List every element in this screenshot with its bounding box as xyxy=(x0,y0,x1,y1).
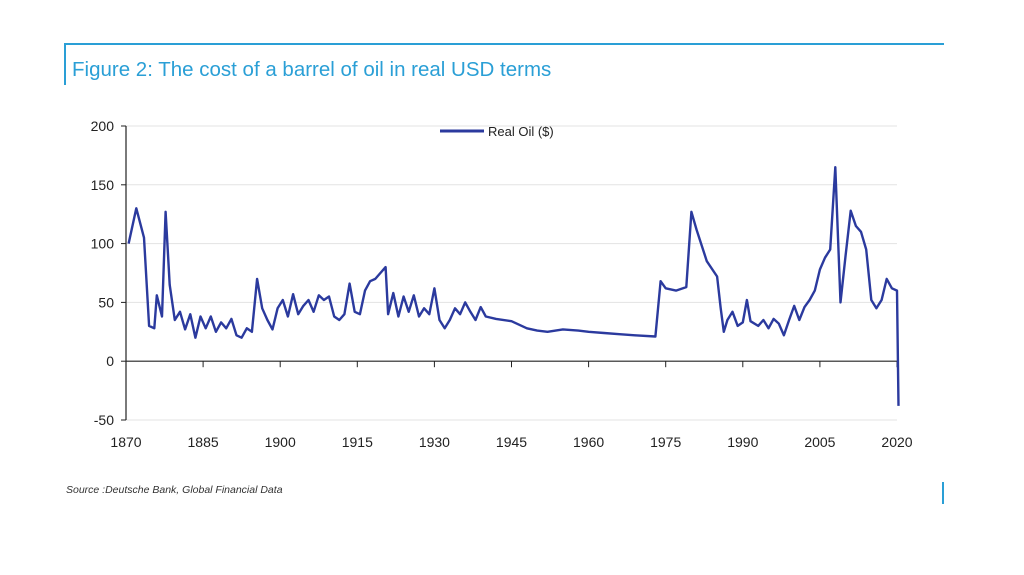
y-tick-label-200: 200 xyxy=(91,118,115,134)
frame-left-rule xyxy=(64,43,66,85)
x-tick-label-1990: 1990 xyxy=(727,434,758,450)
figure-title: Figure 2: The cost of a barrel of oil in… xyxy=(72,58,552,81)
x-tick-label-1975: 1975 xyxy=(650,434,681,450)
x-tick-label-1915: 1915 xyxy=(342,434,373,450)
x-tick-label-2005: 2005 xyxy=(804,434,835,450)
x-tick-label-1945: 1945 xyxy=(496,434,527,450)
y-tick-label--50: -50 xyxy=(94,412,114,428)
x-tick-label-2020: 2020 xyxy=(881,434,912,450)
legend-label-real-oil: Real Oil ($) xyxy=(488,124,554,139)
y-tick-labels: 200 150 100 50 0 -50 xyxy=(91,118,115,428)
y-tick-label-50: 50 xyxy=(98,294,114,310)
legend: Real Oil ($) xyxy=(440,124,554,139)
y-tick-label-150: 150 xyxy=(91,177,115,193)
x-tick-labels: 1870 1885 1900 1915 1930 1945 1960 1975 1990 2005… xyxy=(110,434,912,450)
axes xyxy=(121,125,898,421)
frame-right-marker xyxy=(942,482,944,504)
y-tick-label-0: 0 xyxy=(106,353,114,369)
series-layer xyxy=(127,166,900,406)
frame-top-rule xyxy=(64,43,944,45)
source-note: Source :Deutsche Bank, Global Financial … xyxy=(66,484,283,496)
x-tick-label-1870: 1870 xyxy=(110,434,141,450)
grid-lines xyxy=(126,125,897,421)
x-tick-label-1930: 1930 xyxy=(419,434,450,450)
series-line-real-oil xyxy=(127,166,900,406)
y-tick-label-100: 100 xyxy=(91,236,115,252)
x-tick-label-1900: 1900 xyxy=(265,434,296,450)
x-tick-label-1885: 1885 xyxy=(188,434,219,450)
x-tick-label-1960: 1960 xyxy=(573,434,604,450)
